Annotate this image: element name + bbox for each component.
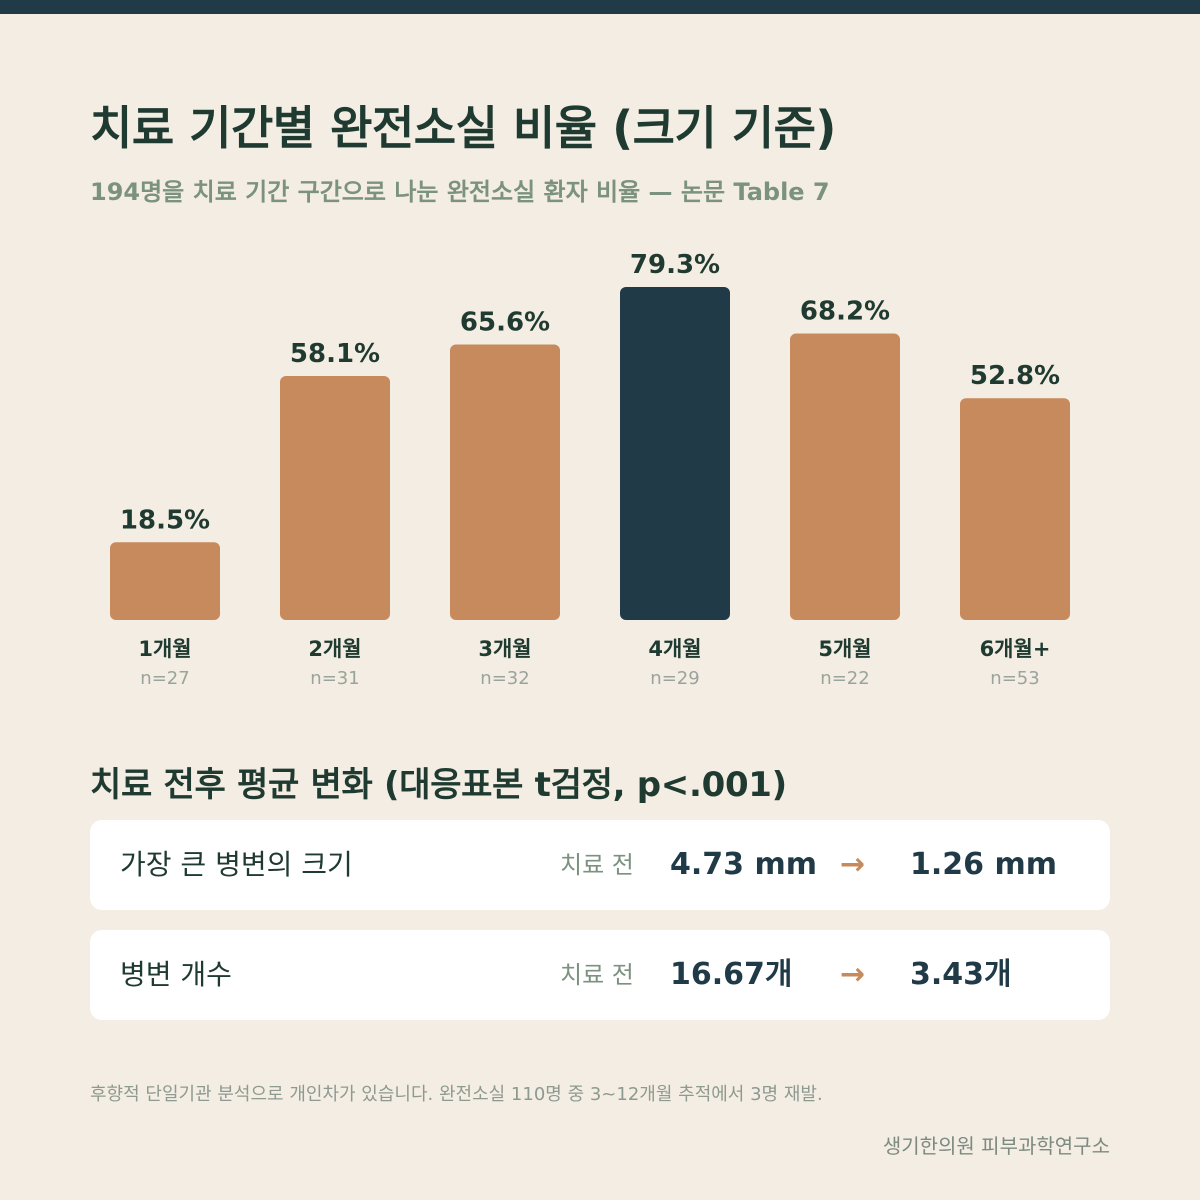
bar-chart: 18.5% 1개월 n=27 58.1% 2개월 n=31 65.6% 3개월 n=32 79.3… bbox=[110, 250, 1070, 689]
page-title: 치료 기간별 완전소실 비율 (크기 기준) bbox=[90, 101, 836, 155]
comparison-card-count: 병변 개수 치료 전 16.67개 → 3.43개 bbox=[90, 930, 1110, 1020]
value-label: 79.3% bbox=[630, 250, 720, 280]
sample-size-label: n=29 bbox=[650, 668, 699, 689]
category-label: 3개월 bbox=[478, 637, 531, 661]
before-label: 치료 전 bbox=[560, 961, 634, 989]
category-label: 4개월 bbox=[648, 637, 701, 661]
comparison-card-size: 가장 큰 병변의 크기 치료 전 4.73 mm → 1.26 mm bbox=[90, 820, 1110, 910]
sample-size-label: n=22 bbox=[820, 668, 869, 689]
value-label: 58.1% bbox=[290, 339, 380, 369]
category-label: 6개월+ bbox=[980, 637, 1051, 661]
before-label: 치료 전 bbox=[560, 851, 634, 879]
comparison-label: 병변 개수 bbox=[120, 958, 232, 991]
value-label: 18.5% bbox=[120, 505, 210, 535]
sample-size-label: n=32 bbox=[480, 668, 529, 689]
bar-5 bbox=[790, 333, 900, 620]
page-subtitle: 194명을 치료 기간 구간으로 나눈 완전소실 환자 비율 — 논문 Tabl… bbox=[90, 178, 830, 206]
value-label: 68.2% bbox=[800, 297, 890, 327]
after-value: 3.43개 bbox=[910, 957, 1012, 992]
bar-6 bbox=[960, 398, 1070, 620]
sample-size-label: n=53 bbox=[990, 668, 1039, 689]
category-label: 1개월 bbox=[138, 637, 191, 661]
footnote: 후향적 단일기관 분석으로 개인차가 있습니다. 완전소실 110명 중 3~1… bbox=[90, 1084, 823, 1105]
bar-1 bbox=[110, 542, 220, 620]
sample-size-label: n=27 bbox=[140, 668, 189, 689]
sample-size-label: n=31 bbox=[310, 668, 359, 689]
before-value: 4.73 mm bbox=[670, 847, 817, 882]
comparison-label: 가장 큰 병변의 크기 bbox=[120, 848, 353, 881]
top-accent-bar bbox=[0, 0, 1200, 14]
value-label: 65.6% bbox=[460, 307, 550, 337]
arrow-right-icon: → bbox=[840, 847, 866, 882]
category-label: 5개월 bbox=[818, 637, 871, 661]
arrow-right-icon: → bbox=[840, 957, 866, 992]
source-credit: 생기한의원 피부과학연구소 bbox=[882, 1134, 1110, 1158]
after-value: 1.26 mm bbox=[910, 847, 1057, 882]
before-value: 16.67개 bbox=[670, 957, 793, 992]
category-label: 2개월 bbox=[308, 637, 361, 661]
bar-2 bbox=[280, 375, 390, 620]
bar-3 bbox=[450, 344, 560, 620]
value-label: 52.8% bbox=[970, 361, 1060, 391]
bar-4 bbox=[620, 286, 730, 620]
comparison-title: 치료 전후 평균 변화 (대응표본 t검정, p<.001) bbox=[90, 765, 787, 805]
